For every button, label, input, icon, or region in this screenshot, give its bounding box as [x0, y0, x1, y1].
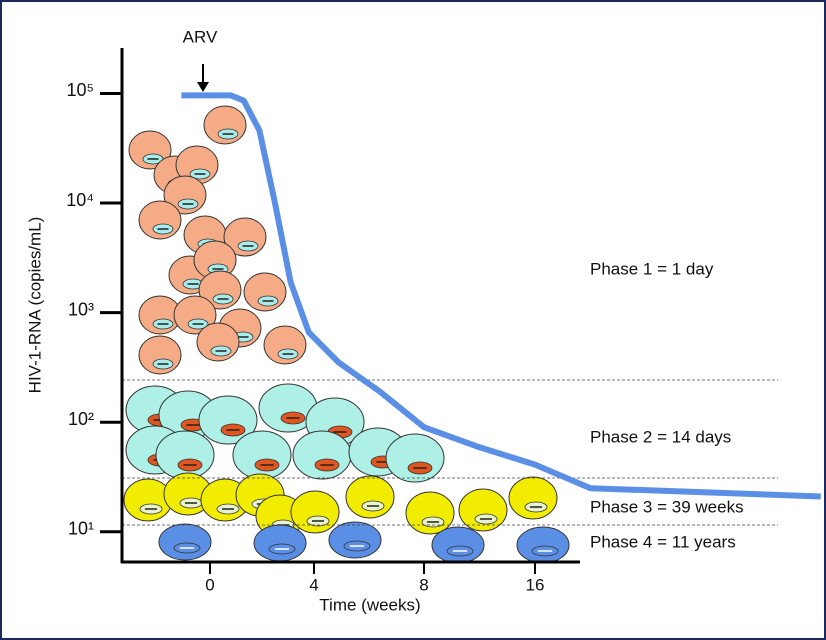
cell	[345, 475, 395, 519]
cell	[292, 430, 352, 480]
cell	[158, 523, 212, 561]
arrow-head	[197, 82, 209, 92]
cell	[508, 476, 558, 520]
x-axis-label: Time (weeks)	[319, 595, 420, 614]
cell	[385, 433, 445, 483]
y-tick-label: 10⁴	[66, 190, 94, 210]
phase-label: Phase 2 = 14 days	[590, 427, 731, 446]
x-tick-label: 4	[309, 575, 318, 594]
cell	[232, 430, 292, 480]
cell	[431, 526, 485, 564]
x-tick-label: 8	[419, 575, 428, 594]
phase-label: Phase 1 = 1 day	[590, 259, 714, 278]
cell-illustrations	[123, 105, 570, 564]
decay-curve	[181, 92, 821, 500]
cell	[328, 521, 382, 559]
arrow-label: ARV	[183, 27, 218, 46]
cell	[155, 430, 215, 480]
x-tick-label: 16	[526, 575, 545, 594]
cell	[516, 526, 570, 564]
phase-label: Phase 4 = 11 years	[590, 532, 736, 551]
cell	[290, 490, 340, 534]
cell	[253, 524, 307, 562]
phase-label: Phase 3 = 39 weeks	[590, 497, 744, 516]
x-tick-label: 0	[205, 575, 214, 594]
y-tick-label: 10¹	[68, 519, 94, 539]
y-tick-label: 10³	[68, 299, 94, 319]
y-tick-label: 10²	[68, 409, 94, 429]
cell	[405, 491, 455, 535]
y-tick-label: 10⁵	[67, 80, 94, 100]
y-axis-label: HIV-1-RNA (copies/mL)	[25, 217, 44, 394]
